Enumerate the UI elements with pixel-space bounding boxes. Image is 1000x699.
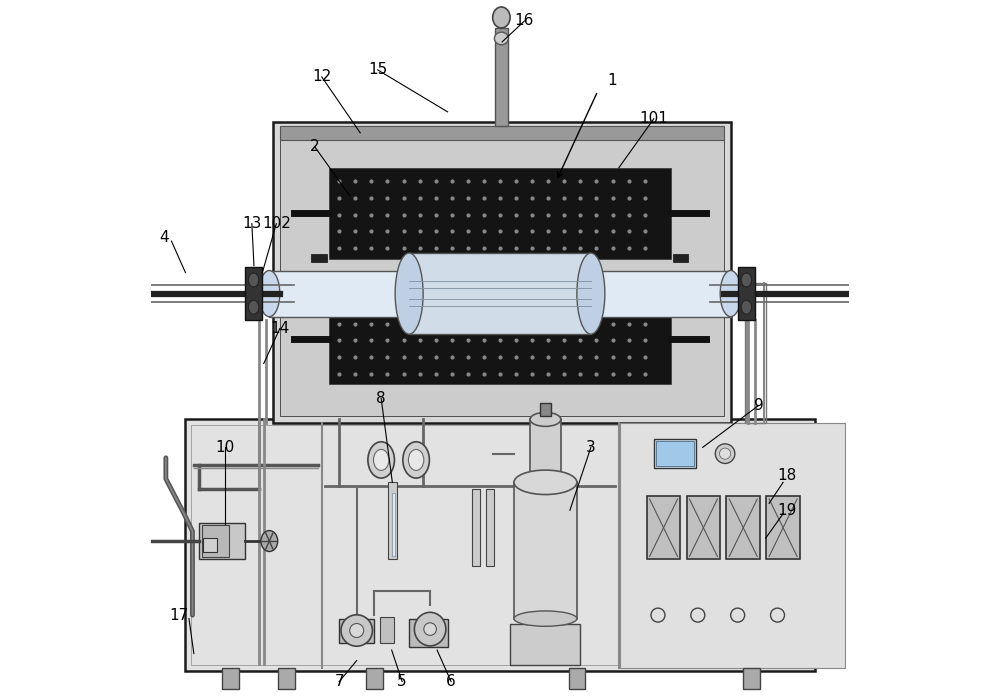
Text: 1: 1 — [607, 73, 617, 88]
Ellipse shape — [341, 615, 372, 646]
Ellipse shape — [368, 442, 394, 478]
Text: 101: 101 — [639, 111, 668, 127]
Bar — [530, 419, 561, 472]
Bar — [199, 523, 245, 559]
Bar — [329, 294, 671, 384]
Bar — [409, 253, 591, 334]
Text: 4: 4 — [160, 230, 169, 245]
Ellipse shape — [395, 253, 423, 334]
Text: 15: 15 — [368, 62, 387, 78]
Ellipse shape — [373, 449, 389, 470]
Bar — [273, 122, 731, 423]
Text: 14: 14 — [270, 321, 289, 336]
Bar — [311, 254, 327, 262]
Bar — [222, 668, 239, 689]
Bar — [687, 496, 720, 559]
Ellipse shape — [494, 32, 508, 45]
Ellipse shape — [715, 444, 735, 463]
Text: 16: 16 — [515, 13, 534, 29]
Text: 17: 17 — [169, 607, 188, 623]
Bar — [673, 287, 688, 295]
Text: 6: 6 — [446, 674, 456, 689]
Bar — [766, 496, 800, 559]
Ellipse shape — [577, 253, 605, 334]
Bar — [311, 287, 327, 295]
Text: 3: 3 — [586, 440, 596, 455]
Text: 7: 7 — [334, 674, 344, 689]
Bar — [514, 482, 577, 619]
Bar — [654, 439, 696, 468]
Bar — [191, 425, 809, 665]
Bar — [745, 283, 766, 423]
Bar — [280, 126, 724, 140]
Bar — [510, 624, 580, 665]
Text: 8: 8 — [376, 391, 386, 406]
Bar — [472, 489, 480, 566]
Text: 102: 102 — [262, 216, 291, 231]
Bar — [392, 493, 395, 556]
Bar — [656, 441, 694, 466]
Bar — [380, 617, 394, 643]
Ellipse shape — [248, 273, 259, 287]
Bar — [486, 489, 494, 566]
Ellipse shape — [720, 271, 741, 317]
Text: 5: 5 — [397, 674, 407, 689]
Text: 12: 12 — [312, 69, 331, 85]
Bar — [726, 496, 760, 559]
Bar — [647, 496, 680, 559]
Ellipse shape — [424, 623, 436, 635]
Text: 10: 10 — [216, 440, 235, 455]
Bar — [202, 525, 229, 557]
Text: 19: 19 — [777, 503, 796, 518]
Bar — [388, 482, 397, 559]
Text: 13: 13 — [242, 216, 262, 231]
Bar — [409, 619, 448, 647]
Ellipse shape — [259, 271, 280, 317]
Text: 18: 18 — [777, 468, 796, 483]
Bar — [495, 28, 508, 126]
Ellipse shape — [514, 611, 577, 626]
Bar — [569, 668, 585, 689]
Ellipse shape — [403, 442, 429, 478]
Ellipse shape — [493, 7, 510, 28]
Bar — [269, 271, 731, 317]
Bar — [738, 268, 755, 320]
Ellipse shape — [530, 412, 561, 426]
Ellipse shape — [719, 448, 731, 459]
Bar — [203, 538, 217, 552]
Ellipse shape — [414, 612, 446, 646]
Text: 9: 9 — [754, 398, 764, 413]
Bar — [280, 129, 724, 416]
Bar — [743, 668, 760, 689]
Bar — [620, 423, 845, 668]
Bar — [245, 268, 262, 320]
Bar — [329, 168, 671, 259]
Bar — [673, 254, 688, 262]
Bar — [185, 419, 815, 671]
Ellipse shape — [408, 449, 424, 470]
Text: 2: 2 — [310, 139, 320, 154]
Ellipse shape — [248, 301, 259, 315]
Ellipse shape — [350, 624, 364, 637]
Ellipse shape — [261, 531, 278, 552]
Bar — [366, 668, 383, 689]
Ellipse shape — [514, 470, 577, 495]
Bar — [278, 668, 295, 689]
Bar — [339, 619, 374, 643]
Bar — [540, 403, 551, 416]
Ellipse shape — [741, 301, 752, 315]
Ellipse shape — [741, 273, 752, 287]
